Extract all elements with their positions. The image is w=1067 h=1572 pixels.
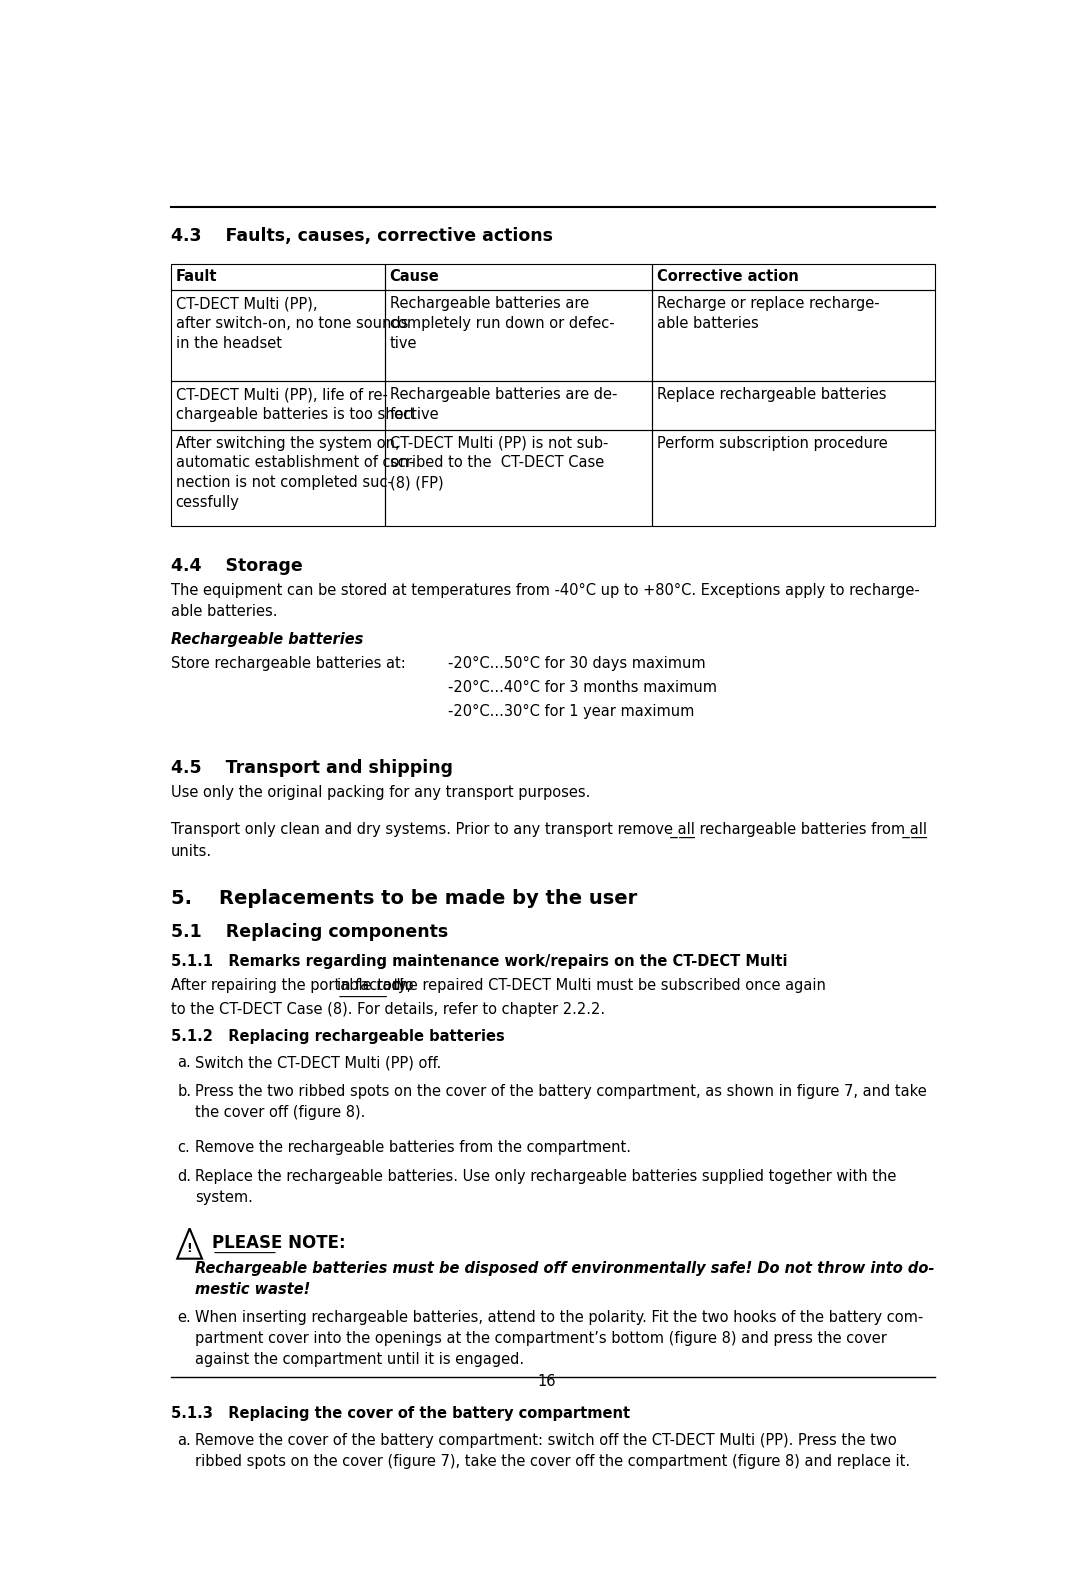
Text: Rechargeable batteries are
completely run down or defec-
tive: Rechargeable batteries are completely ru… [389, 297, 615, 351]
Bar [653, 429, 936, 527]
Bar [653, 380, 936, 429]
Text: a.: a. [177, 1055, 191, 1071]
Text: b.: b. [177, 1085, 191, 1099]
Text: 4.4    Storage: 4.4 Storage [171, 556, 302, 575]
Text: CT-DECT Multi (PP) is not sub-
scribed to the  CT-DECT Case
(8) (FP): CT-DECT Multi (PP) is not sub- scribed t… [389, 435, 608, 490]
Text: c.: c. [177, 1140, 190, 1155]
Bar [171, 429, 385, 527]
Text: a.: a. [177, 1434, 191, 1448]
Text: d.: d. [177, 1170, 191, 1184]
Text: -20°C...30°C for 1 year maximum: -20°C...30°C for 1 year maximum [448, 704, 694, 720]
Bar [385, 264, 653, 291]
Text: Store rechargeable batteries at:: Store rechargeable batteries at: [171, 656, 405, 671]
Text: Use only the original packing for any transport purposes.: Use only the original packing for any tr… [171, 786, 590, 800]
Text: After switching the system on,
automatic establishment of con-
nection is not co: After switching the system on, automatic… [176, 435, 414, 509]
Text: Recharge or replace recharge-
able batteries: Recharge or replace recharge- able batte… [657, 297, 880, 332]
Text: Rechargeable batteries must be disposed off environmentally safe! Do not throw i: Rechargeable batteries must be disposed … [195, 1261, 935, 1297]
Bar [653, 291, 936, 380]
Text: Perform subscription procedure: Perform subscription procedure [657, 435, 888, 451]
Text: the repaired CT-DECT Multi must be subscribed once again: the repaired CT-DECT Multi must be subsc… [389, 978, 826, 994]
Text: Rechargeable batteries are de-
fective: Rechargeable batteries are de- fective [389, 387, 617, 421]
Text: Remove the cover of the battery compartment: switch off the CT-DECT Multi (PP). : Remove the cover of the battery compartm… [195, 1434, 910, 1468]
Bar [385, 429, 653, 527]
Bar [171, 291, 385, 380]
Text: -20°C...50°C for 30 days maximum: -20°C...50°C for 30 days maximum [448, 656, 705, 671]
Text: When inserting rechargeable batteries, attend to the polarity. Fit the two hooks: When inserting rechargeable batteries, a… [195, 1309, 924, 1366]
Text: -20°C...40°C for 3 months maximum: -20°C...40°C for 3 months maximum [448, 681, 717, 695]
Text: Fault: Fault [176, 269, 217, 283]
Text: 5.    Replacements to be made by the user: 5. Replacements to be made by the user [171, 890, 637, 909]
Bar [385, 291, 653, 380]
Text: Transport only clean and dry systems. Prior to any transport remove ̲a̲l̲l̲ rech: Transport only clean and dry systems. Pr… [171, 822, 926, 858]
Text: The equipment can be stored at temperatures from -40°C up to +80°C. Exceptions a: The equipment can be stored at temperatu… [171, 583, 920, 619]
Text: 5.1.1   Remarks regarding maintenance work/repairs on the CT-DECT Multi: 5.1.1 Remarks regarding maintenance work… [171, 954, 787, 968]
Bar [171, 380, 385, 429]
Text: After repairing the portable radio: After repairing the portable radio [171, 978, 418, 994]
Bar [171, 264, 385, 291]
Text: Replace rechargeable batteries: Replace rechargeable batteries [657, 387, 887, 402]
Text: Switch the CT-DECT Multi (PP) off.: Switch the CT-DECT Multi (PP) off. [195, 1055, 442, 1071]
Bar [385, 380, 653, 429]
Text: 5.1.3   Replacing the cover of the battery compartment: 5.1.3 Replacing the cover of the battery… [171, 1407, 630, 1421]
Text: Replace the rechargeable batteries. Use only rechargeable batteries supplied tog: Replace the rechargeable batteries. Use … [195, 1170, 896, 1206]
Text: Corrective action: Corrective action [657, 269, 799, 283]
Text: 16: 16 [538, 1374, 556, 1390]
Text: 5.1.2   Replacing rechargeable batteries: 5.1.2 Replacing rechargeable batteries [171, 1028, 505, 1044]
Bar [653, 264, 936, 291]
Text: Cause: Cause [389, 269, 440, 283]
Text: to the CT-DECT Case (8). For details, refer to chapter 2.2.2.: to the CT-DECT Case (8). For details, re… [171, 1001, 605, 1017]
Text: 5.1    Replacing components: 5.1 Replacing components [171, 923, 448, 942]
Text: Remove the rechargeable batteries from the compartment.: Remove the rechargeable batteries from t… [195, 1140, 632, 1155]
Text: PLEASE NOTE:: PLEASE NOTE: [212, 1234, 346, 1253]
Text: Rechargeable batteries: Rechargeable batteries [171, 632, 363, 646]
Text: CT-DECT Multi (PP),
after switch-on, no tone sounds
in the headset: CT-DECT Multi (PP), after switch-on, no … [176, 297, 408, 351]
Text: 4.3    Faults, causes, corrective actions: 4.3 Faults, causes, corrective actions [171, 228, 553, 245]
Text: e.: e. [177, 1309, 191, 1325]
Text: CT-DECT Multi (PP), life of re-
chargeable batteries is too short: CT-DECT Multi (PP), life of re- chargeab… [176, 387, 415, 421]
Text: Press the two ribbed spots on the cover of the battery compartment, as shown in : Press the two ribbed spots on the cover … [195, 1085, 927, 1121]
Text: in factory,: in factory, [337, 978, 411, 994]
Text: 4.5    Transport and shipping: 4.5 Transport and shipping [171, 759, 452, 777]
Text: !: ! [187, 1242, 192, 1254]
